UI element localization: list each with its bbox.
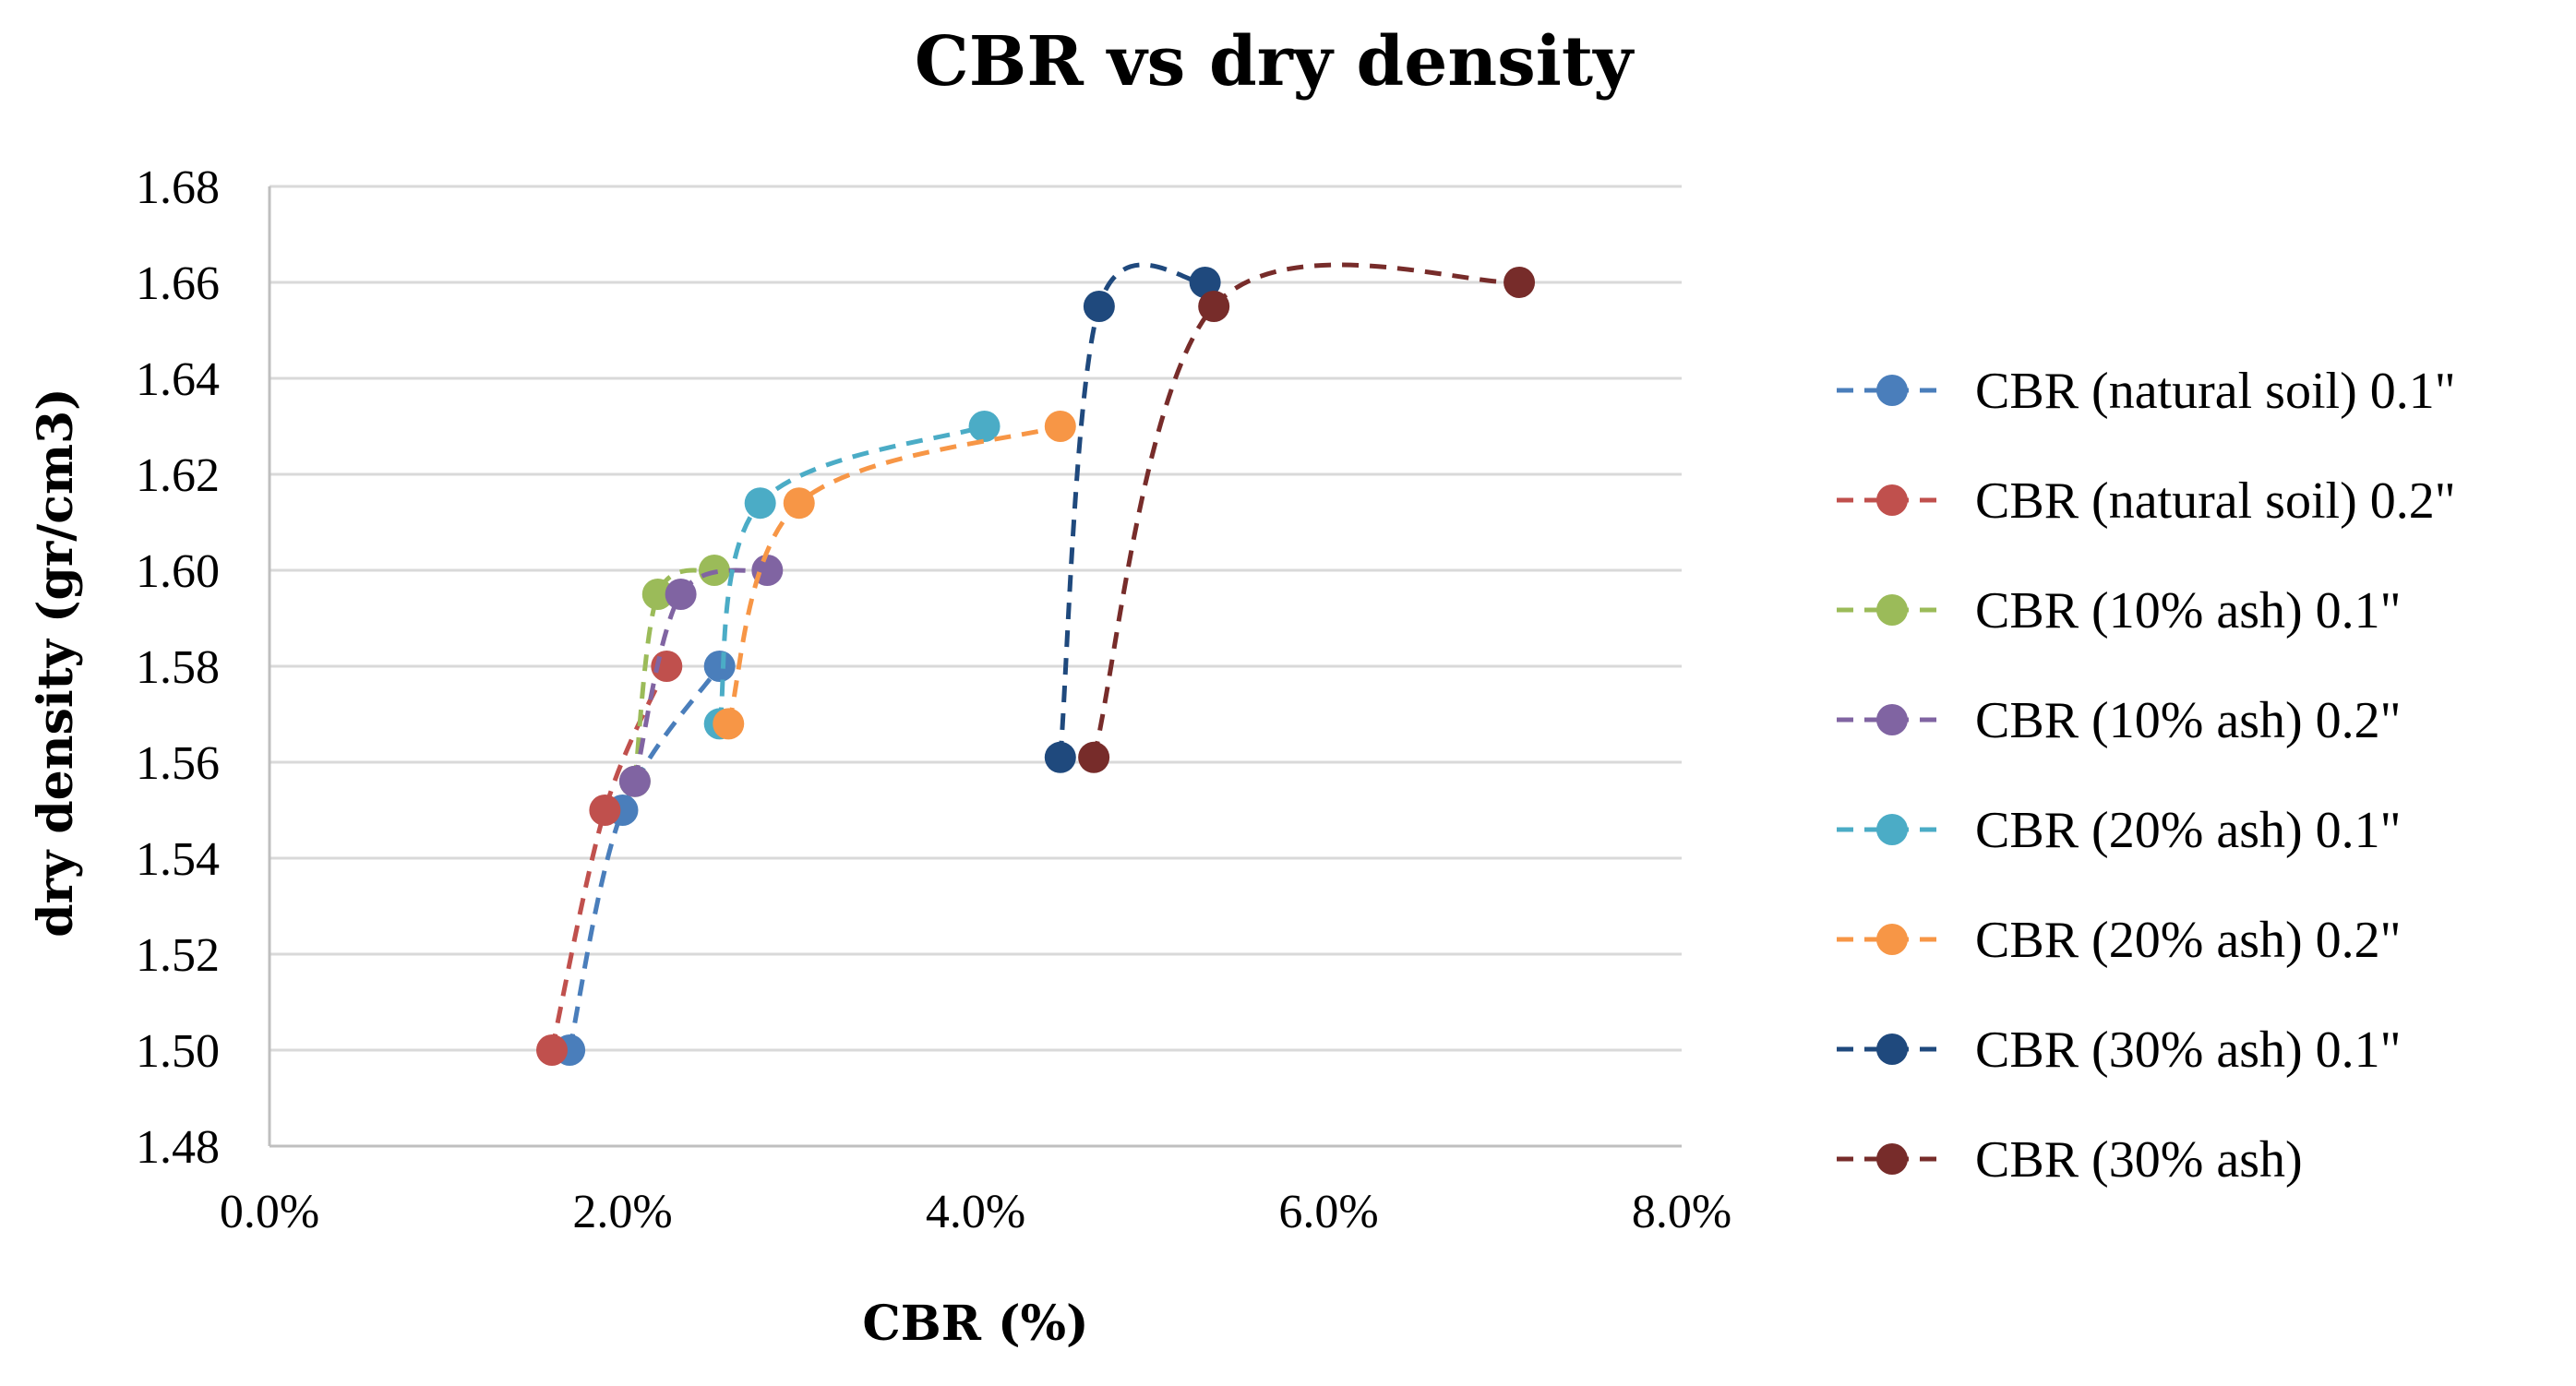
legend-item: CBR (natural soil) 0.2" [1837, 472, 2456, 530]
x-tick-label: 6.0% [1278, 1186, 1378, 1238]
data-point [1189, 267, 1221, 298]
legend-marker [1876, 1034, 1908, 1065]
x-tick-label: 0.0% [220, 1186, 319, 1238]
legend-item: CBR (natural soil) 0.1" [1837, 363, 2456, 420]
x-tick-label: 8.0% [1632, 1186, 1731, 1238]
y-tick-label: 1.56 [136, 737, 220, 790]
series-6 [713, 411, 1076, 740]
data-point [744, 487, 776, 520]
legend-marker [1876, 1143, 1908, 1175]
x-tick-label: 4.0% [926, 1186, 1025, 1238]
series-line [1058, 262, 1206, 759]
axes [268, 186, 1682, 1148]
data-point [968, 411, 1000, 442]
legend-label: CBR (natural soil) 0.1" [1975, 363, 2456, 420]
legend-item: CBR (20% ash) 0.2" [1837, 912, 2402, 969]
y-tick-label: 1.66 [136, 257, 220, 310]
legend-marker [1876, 704, 1908, 735]
legend-marker [1876, 484, 1908, 516]
y-tick-label: 1.50 [136, 1025, 220, 1078]
y-tick-label: 1.60 [136, 545, 220, 598]
series-layer [536, 262, 1536, 1066]
y-tick-label: 1.62 [136, 449, 220, 502]
data-point [641, 579, 674, 610]
y-tick-label: 1.68 [136, 161, 220, 214]
y-axis-title: dry density (gr/cm3) [28, 388, 84, 938]
legend-marker [1876, 924, 1908, 955]
y-tick-label: 1.54 [136, 833, 220, 886]
data-point [618, 765, 651, 797]
data-point [1504, 267, 1536, 298]
data-point [1044, 411, 1076, 442]
y-tick-label: 1.48 [136, 1121, 220, 1174]
legend-label: CBR (10% ash) 0.1" [1975, 582, 2402, 639]
legend-marker [1876, 594, 1908, 626]
legend: CBR (natural soil) 0.1" CBR (natural soil… [1837, 363, 2456, 1189]
series-line [567, 664, 722, 1051]
legend-marker [1876, 814, 1908, 845]
data-point [1083, 291, 1115, 322]
y-tick-label: 1.58 [136, 641, 220, 694]
data-point [1078, 741, 1110, 773]
legend-marker [1876, 375, 1908, 406]
series-line [549, 665, 669, 1051]
y-tick-label: 1.64 [136, 353, 220, 406]
series-8 [1078, 262, 1536, 773]
x-axis-title: CBR (%) [862, 1296, 1088, 1352]
series-line [1091, 262, 1520, 759]
x-tick-label: 2.0% [572, 1186, 672, 1238]
data-point [1198, 291, 1230, 322]
legend-item: CBR (30% ash) [1837, 1131, 2303, 1189]
series-4 [618, 555, 784, 797]
data-point [536, 1034, 568, 1066]
chart-title: CBR vs dry density [915, 22, 1635, 102]
series-7 [1044, 262, 1221, 773]
text-layer: CBR vs dry density CBR (%) dry density (… [28, 22, 1731, 1352]
legend-item: CBR (30% ash) 0.1" [1837, 1022, 2402, 1079]
legend-item: CBR (10% ash) 0.2" [1837, 692, 2402, 749]
data-point [1044, 741, 1076, 773]
legend-item: CBR (20% ash) 0.1" [1837, 802, 2402, 859]
legend-label: CBR (natural soil) 0.2" [1975, 472, 2456, 530]
data-point [703, 651, 736, 682]
legend-label: CBR (20% ash) 0.1" [1975, 802, 2402, 859]
gridlines [270, 185, 1682, 1052]
data-point [665, 579, 697, 610]
legend-label: CBR (20% ash) 0.2" [1975, 912, 2402, 969]
data-point [713, 708, 745, 740]
legend-label: CBR (30% ash) [1975, 1131, 2303, 1189]
legend-item: CBR (10% ash) 0.1" [1837, 582, 2402, 639]
legend-label: CBR (30% ash) 0.1" [1975, 1022, 2402, 1079]
legend-label: CBR (10% ash) 0.2" [1975, 692, 2402, 749]
series-line [632, 568, 768, 783]
data-point [589, 795, 621, 826]
data-point [783, 487, 815, 520]
series-5 [703, 411, 1000, 740]
y-tick-label: 1.52 [136, 929, 220, 982]
